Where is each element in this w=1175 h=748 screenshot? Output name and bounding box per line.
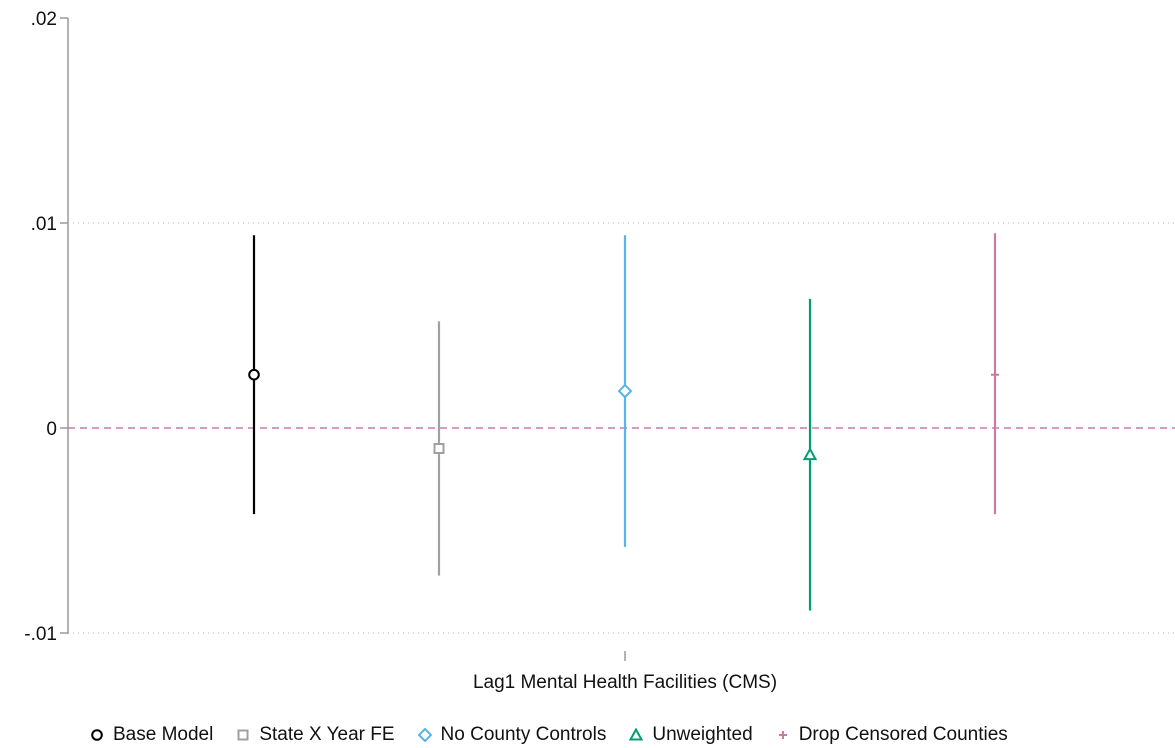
point-estimate-marker xyxy=(802,447,818,461)
series-0 xyxy=(248,235,260,515)
legend-marker xyxy=(629,728,644,741)
y-tick-label: .02 xyxy=(31,9,57,30)
legend-item: Base Model xyxy=(90,724,213,746)
legend-label: Unweighted xyxy=(652,724,753,745)
plus-marker-icon xyxy=(778,731,787,739)
legend-item: No County Controls xyxy=(417,724,607,746)
legend-label: Base Model xyxy=(113,724,214,745)
legend-item: State X Year FE xyxy=(236,724,395,746)
y-axis-ticks: -.01 0 .01 .02 xyxy=(24,9,68,645)
legend-marker xyxy=(91,729,103,741)
legend-marker xyxy=(417,728,432,742)
legend-marker xyxy=(778,731,787,739)
series-2 xyxy=(617,235,633,547)
series-3 xyxy=(802,298,818,611)
coefficient-plot: -.01 0 .01 .02 Lag1 Mental Health Facilitie… xyxy=(24,9,1175,693)
series-4 xyxy=(991,233,999,515)
square-marker-icon xyxy=(237,729,249,741)
circle-marker-icon xyxy=(91,729,103,741)
legend-label: No County Controls xyxy=(440,724,607,745)
legend-label: Drop Censored Counties xyxy=(798,724,1008,745)
legend-marker xyxy=(237,729,249,741)
triangle-marker-icon xyxy=(629,728,644,741)
y-tick-label: 0 xyxy=(46,419,57,440)
x-axis-label: Lag1 Mental Health Facilities (CMS) xyxy=(473,672,777,693)
series-group xyxy=(248,233,999,611)
legend-item: Drop Censored Counties xyxy=(776,724,1008,746)
diamond-marker-icon xyxy=(417,728,432,742)
point-estimate-marker xyxy=(248,368,260,381)
y-tick-label: -.01 xyxy=(24,624,57,645)
legend: Base Model State X Year FE No County Contr… xyxy=(90,722,1008,748)
legend-item: Unweighted xyxy=(629,724,753,746)
point-estimate-marker xyxy=(433,443,445,454)
series-1 xyxy=(433,321,445,576)
point-estimate-marker xyxy=(991,370,999,379)
y-tick-label: .01 xyxy=(31,214,57,235)
point-estimate-marker xyxy=(617,383,633,399)
legend-label: State X Year FE xyxy=(259,724,395,745)
